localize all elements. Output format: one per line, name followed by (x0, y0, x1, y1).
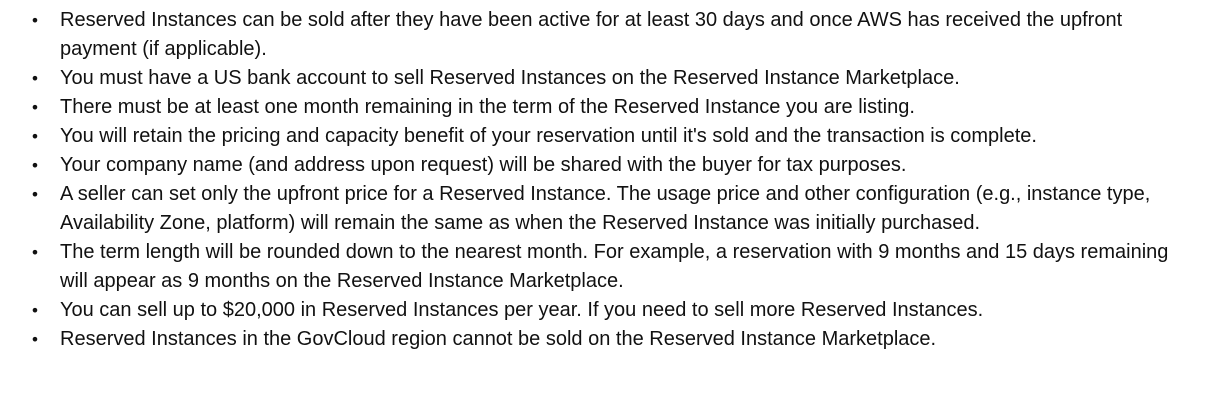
list-item: • You can sell up to $20,000 in Reserved… (0, 296, 1223, 325)
bullet-marker: • (30, 156, 40, 175)
list-item: • You must have a US bank account to sel… (0, 64, 1223, 93)
bullet-marker: • (30, 301, 40, 320)
list-item-text: You must have a US bank account to sell … (60, 67, 960, 89)
document-body: • Reserved Instances can be sold after t… (0, 6, 1223, 354)
list-item-text: A seller can set only the upfront price … (60, 183, 1151, 234)
list-item-text: Reserved Instances can be sold after the… (60, 9, 1123, 60)
bullet-marker: • (30, 98, 40, 117)
bullet-marker: • (30, 185, 40, 204)
list-item: • Reserved Instances can be sold after t… (0, 6, 1223, 64)
list-item-text: The term length will be rounded down to … (60, 241, 1169, 292)
list-item: • There must be at least one month remai… (0, 93, 1223, 122)
bullet-marker: • (30, 11, 40, 30)
list-item: • You will retain the pricing and capaci… (0, 122, 1223, 151)
list-item: • The term length will be rounded down t… (0, 238, 1223, 296)
bullet-list: • Reserved Instances can be sold after t… (0, 6, 1223, 354)
list-item-text: Your company name (and address upon requ… (60, 154, 907, 176)
bullet-marker: • (30, 243, 40, 262)
list-item-text: You will retain the pricing and capacity… (60, 125, 1037, 147)
bullet-marker: • (30, 127, 40, 146)
list-item-text: You can sell up to $20,000 in Reserved I… (60, 299, 984, 321)
bullet-marker: • (30, 69, 40, 88)
list-item: • Your company name (and address upon re… (0, 151, 1223, 180)
bullet-marker: • (30, 330, 40, 349)
list-item-text: There must be at least one month remaini… (60, 96, 915, 118)
list-item: • Reserved Instances in the GovCloud reg… (0, 325, 1223, 354)
list-item: • A seller can set only the upfront pric… (0, 180, 1223, 238)
list-item-text: Reserved Instances in the GovCloud regio… (60, 328, 937, 350)
